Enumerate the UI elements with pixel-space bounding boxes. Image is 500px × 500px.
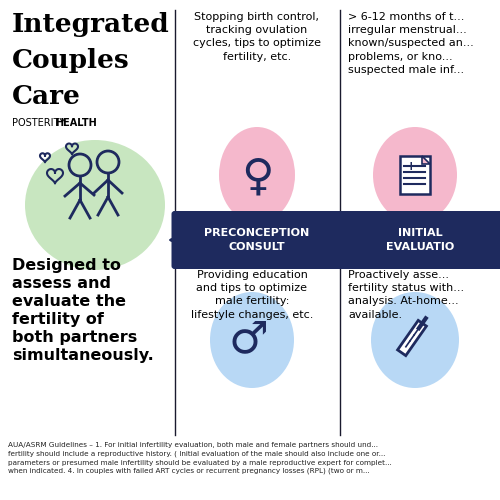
Polygon shape — [398, 320, 426, 356]
Text: ♂: ♂ — [228, 318, 268, 362]
Text: HEALTH: HEALTH — [55, 118, 97, 128]
Ellipse shape — [371, 292, 459, 388]
Ellipse shape — [25, 140, 165, 270]
Text: PRECONCEPTION
CONSULT: PRECONCEPTION CONSULT — [204, 228, 310, 252]
Text: INITIAL
EVALUATIO: INITIAL EVALUATIO — [386, 228, 454, 252]
FancyBboxPatch shape — [400, 156, 430, 194]
Text: Providing education
and tips to optimize
male fertility:
lifestyle changes, etc.: Providing education and tips to optimize… — [191, 270, 313, 320]
Text: Designed to
assess and
evaluate the
fertility of
both partners
simultaneously.: Designed to assess and evaluate the fert… — [12, 258, 154, 363]
Text: Stopping birth control,
tracking ovulation
cycles, tips to optimize
fertility, e: Stopping birth control, tracking ovulati… — [193, 12, 321, 62]
FancyBboxPatch shape — [337, 211, 500, 269]
Text: Proactively asse...
fertility status with...
analysis. At-home...
available.: Proactively asse... fertility status wit… — [348, 270, 464, 320]
Text: AUA/ASRM Guidelines – 1. For initial infertility evaluation, both male and femal: AUA/ASRM Guidelines – 1. For initial inf… — [8, 442, 392, 474]
Text: POSTERITY: POSTERITY — [12, 118, 65, 128]
Text: ♀: ♀ — [240, 156, 274, 198]
Text: Integrated: Integrated — [12, 12, 170, 37]
Polygon shape — [422, 156, 430, 164]
Text: Couples: Couples — [12, 48, 130, 73]
Ellipse shape — [210, 292, 294, 388]
Text: > 6-12 months of t...
irregular menstrual...
known/suspected an...
problems, or : > 6-12 months of t... irregular menstrua… — [348, 12, 474, 75]
Text: Care: Care — [12, 84, 81, 109]
FancyBboxPatch shape — [172, 211, 342, 269]
Text: +: + — [406, 160, 416, 173]
Ellipse shape — [219, 127, 295, 223]
Ellipse shape — [373, 127, 457, 223]
